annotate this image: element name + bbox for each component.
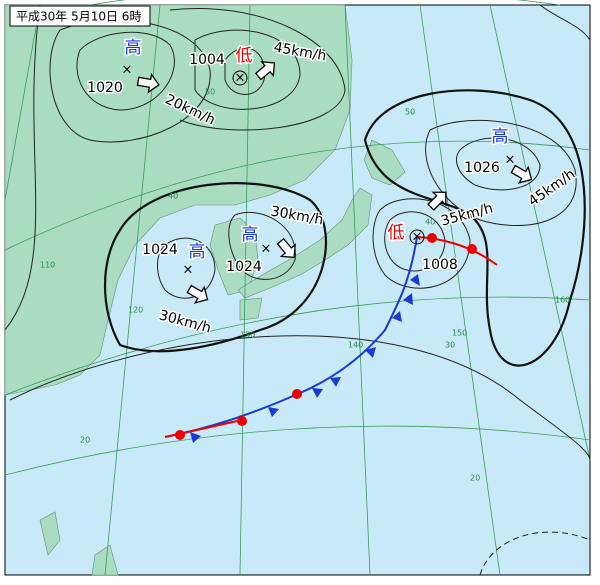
center-mark: ×	[412, 230, 423, 245]
center-mark: ×	[505, 153, 516, 168]
motion-arrow	[254, 61, 276, 81]
center-mark: ×	[235, 71, 246, 86]
system-kind: 低	[236, 46, 253, 66]
latitude-label: 40	[168, 192, 178, 201]
grid-lines	[4, 0, 591, 576]
longitude-label: 140	[348, 341, 363, 350]
pressure: 1020	[87, 80, 123, 96]
pressure: 1024	[226, 259, 262, 275]
latitude-label: 30	[445, 341, 455, 350]
longitude-label: 130	[240, 331, 255, 340]
latitude-label: 20	[80, 436, 90, 445]
system-kind: 高	[189, 242, 206, 262]
system-kind: 高	[492, 127, 509, 147]
longitude-label: 160	[555, 296, 570, 305]
center-circle	[232, 70, 248, 86]
center-mark: ×	[183, 263, 194, 278]
system-kind: 低	[388, 223, 405, 243]
pressure: 1026	[464, 160, 500, 176]
latitude-label: 50	[205, 88, 215, 97]
motion-arrow	[427, 191, 447, 211]
system-kind: 高	[125, 38, 142, 58]
longitude-label: 150	[452, 329, 467, 338]
center-mark: ×	[261, 242, 272, 257]
system-kind: 高	[242, 225, 259, 245]
center-circle	[409, 229, 425, 245]
latitude-label: 20	[470, 474, 480, 483]
pressure: 1004	[189, 52, 225, 68]
front	[164, 233, 498, 443]
longitude-label: 110	[40, 261, 55, 270]
pressure: 1008	[422, 257, 458, 273]
longitude-label: 120	[128, 306, 143, 315]
motion-arrow	[276, 237, 296, 259]
pressure: 1024	[142, 242, 178, 258]
title: 平成30年 5月10日 6時	[16, 10, 141, 24]
latitude-label: 40	[425, 218, 435, 227]
motion-arrow	[136, 72, 160, 94]
motion-arrow	[186, 284, 209, 304]
latitude-label: 50	[405, 108, 415, 117]
title-box	[9, 5, 151, 27]
center-mark: ×	[122, 63, 133, 78]
motion-arrow	[510, 164, 533, 184]
